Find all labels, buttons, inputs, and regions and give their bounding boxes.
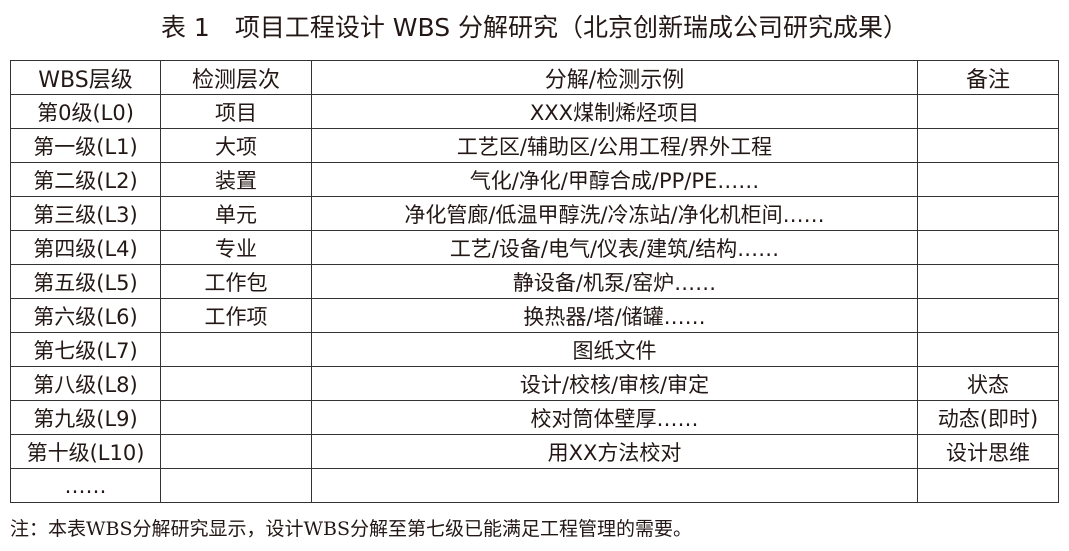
table-cell: 第二级(L2)	[10, 162, 161, 197]
table-row: ……	[10, 468, 1059, 503]
table-cell	[917, 196, 1059, 231]
table-cell: 净化管廊/低温甲醇洗/冷冻站/净化机柜间……	[311, 196, 918, 231]
table-row: 第七级(L7) 图纸文件	[10, 332, 1059, 367]
table-row: 第0级(L0) 项目 XXX煤制烯烃项目	[10, 94, 1059, 129]
table-cell	[917, 468, 1059, 503]
table-cell	[160, 366, 312, 401]
table-cell: 换热器/塔/储罐……	[311, 298, 918, 333]
header-cell: 备注	[917, 60, 1059, 95]
table-cell	[311, 468, 918, 503]
table-title: 表 1 项目工程设计 WBS 分解研究（北京创新瑞成公司研究成果）	[160, 13, 909, 42]
table-cell: 设计/校核/审核/审定	[311, 366, 918, 401]
table-cell	[917, 128, 1059, 163]
table-cell: 气化/净化/甲醇合成/PP/PE……	[311, 162, 918, 197]
table-cell: 单元	[160, 196, 312, 231]
table-cell	[917, 264, 1059, 299]
table-row: 第四级(L4) 专业 工艺/设备/电气/仪表/建筑/结构……	[10, 230, 1059, 265]
table-cell: 第六级(L6)	[10, 298, 161, 333]
header-cell: 分解/检测示例	[311, 60, 918, 95]
table-cell: 专业	[160, 230, 312, 265]
table-note: 注：本表WBS分解研究显示，设计WBS分解至第七级已能满足工程管理的需要。	[10, 518, 693, 540]
table-cell	[917, 298, 1059, 333]
table-cell: 第四级(L4)	[10, 230, 161, 265]
table-cell	[160, 332, 312, 367]
header-cell: WBS层级	[10, 60, 161, 95]
table-row: 第三级(L3) 单元 净化管廊/低温甲醇洗/冷冻站/净化机柜间……	[10, 196, 1059, 231]
table-cell: 第七级(L7)	[10, 332, 161, 367]
table-cell	[917, 94, 1059, 129]
table-cell: 图纸文件	[311, 332, 918, 367]
table-cell	[917, 162, 1059, 197]
table-cell: 装置	[160, 162, 312, 197]
table-cell: 工艺区/辅助区/公用工程/界外工程	[311, 128, 918, 163]
table-row: 第一级(L1) 大项 工艺区/辅助区/公用工程/界外工程	[10, 128, 1059, 163]
table-cell: 第九级(L9)	[10, 400, 161, 435]
table-cell: 工作包	[160, 264, 312, 299]
table-cell: 工作项	[160, 298, 312, 333]
table-cell: 动态(即时)	[917, 400, 1059, 435]
table-cell: 用XX方法校对	[311, 434, 918, 469]
header-cell: 检测层次	[160, 60, 312, 95]
table-cell: 静设备/机泵/窑炉……	[311, 264, 918, 299]
table-cell: ……	[10, 468, 161, 503]
table-cell: 第八级(L8)	[10, 366, 161, 401]
table-cell: 工艺/设备/电气/仪表/建筑/结构……	[311, 230, 918, 265]
table-cell: 第三级(L3)	[10, 196, 161, 231]
table-cell: 第十级(L10)	[10, 434, 161, 469]
table-cell: 校对筒体壁厚……	[311, 400, 918, 435]
table-cell: 第一级(L1)	[10, 128, 161, 163]
table-cell: 大项	[160, 128, 312, 163]
table-row: 第六级(L6) 工作项 换热器/塔/储罐……	[10, 298, 1059, 333]
table-cell: 第五级(L5)	[10, 264, 161, 299]
table-row: 第十级(L10) 用XX方法校对 设计思维	[10, 434, 1059, 469]
table-cell	[917, 332, 1059, 367]
table-row: 第五级(L5) 工作包 静设备/机泵/窑炉……	[10, 264, 1059, 299]
table-cell: 状态	[917, 366, 1059, 401]
table-cell	[160, 434, 312, 469]
table-cell: 设计思维	[917, 434, 1059, 469]
table-cell	[160, 468, 312, 503]
table-row: 第八级(L8) 设计/校核/审核/审定 状态	[10, 366, 1059, 401]
table-cell	[917, 230, 1059, 265]
table-cell: 第0级(L0)	[10, 94, 161, 129]
table-header-row: WBS层级 检测层次 分解/检测示例 备注	[10, 60, 1059, 95]
table-row: 第二级(L2) 装置 气化/净化/甲醇合成/PP/PE……	[10, 162, 1059, 197]
wbs-table: WBS层级 检测层次 分解/检测示例 备注 第0级(L0) 项目 XXX煤制烯烃项目…	[10, 60, 1059, 503]
table-cell	[160, 400, 312, 435]
table-row: 第九级(L9) 校对筒体壁厚…… 动态(即时)	[10, 400, 1059, 435]
table-cell: 项目	[160, 94, 312, 129]
table-cell: XXX煤制烯烃项目	[311, 94, 918, 129]
